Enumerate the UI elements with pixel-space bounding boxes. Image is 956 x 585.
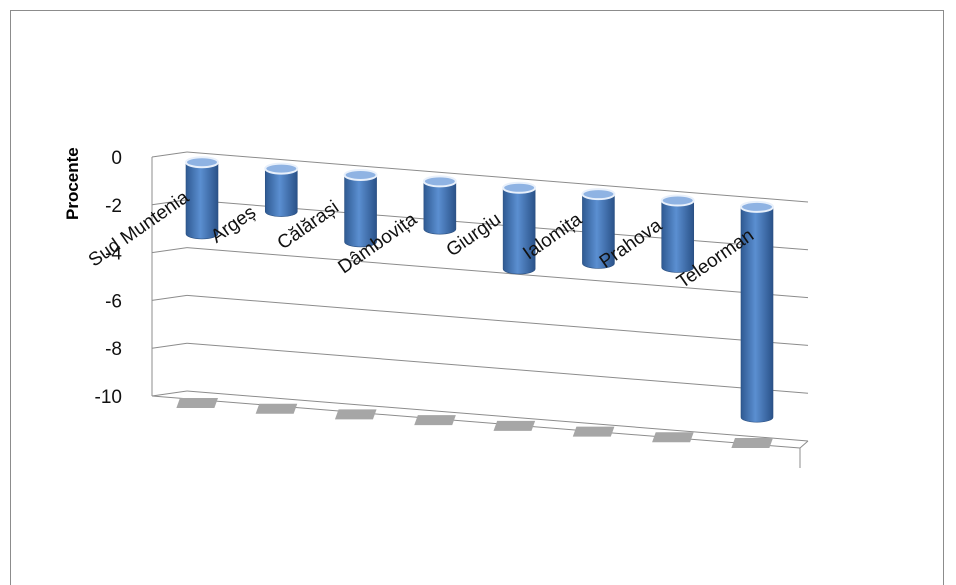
bar	[582, 193, 615, 269]
gridline	[186, 151, 809, 203]
category-label: Sud Muntenia	[85, 187, 193, 272]
bar	[661, 200, 695, 273]
y-tick-label: -2	[105, 196, 122, 217]
bar-top	[502, 181, 537, 194]
floor-front-edge	[151, 395, 801, 449]
bar	[740, 206, 774, 423]
gridline	[186, 294, 809, 346]
floor-back-edge	[799, 440, 809, 449]
gridline-side	[151, 151, 188, 158]
gridline-side	[151, 342, 188, 349]
gridlines	[151, 151, 809, 468]
gridline-side	[151, 199, 188, 206]
y-tick-label: -8	[105, 339, 122, 360]
chart-frame	[10, 10, 944, 585]
bar	[502, 187, 536, 275]
bar	[423, 181, 457, 235]
bar	[344, 174, 377, 248]
floor-marker	[176, 398, 218, 408]
bars	[185, 156, 774, 423]
floor-marker	[255, 403, 298, 414]
bar-top	[185, 156, 219, 169]
gridline-side	[151, 294, 188, 301]
bar-top	[740, 200, 774, 213]
bar	[264, 168, 298, 217]
bar-top	[581, 188, 616, 201]
floor-marker	[572, 426, 615, 437]
bar	[185, 161, 219, 240]
y-tick-label: -10	[95, 387, 122, 408]
floor-marker	[493, 420, 536, 431]
bar-top	[264, 162, 299, 175]
bar-top	[660, 194, 695, 207]
floor-marker	[334, 409, 377, 420]
gridline	[186, 342, 809, 394]
y-tick-label: -6	[105, 291, 122, 312]
gridline-side	[151, 390, 188, 397]
gridline	[186, 247, 809, 299]
y-tick-label: 0	[111, 148, 122, 169]
floor-marker	[414, 415, 456, 426]
floor-marker	[652, 432, 694, 443]
y-tick-label: -4	[105, 244, 122, 265]
y-axis-label: Procente	[63, 147, 82, 220]
gridline-side	[151, 247, 188, 254]
floor-marker	[731, 438, 774, 448]
bar-top	[422, 175, 457, 188]
gridline	[186, 390, 809, 442]
floor	[176, 398, 774, 448]
bar-top	[343, 168, 378, 181]
